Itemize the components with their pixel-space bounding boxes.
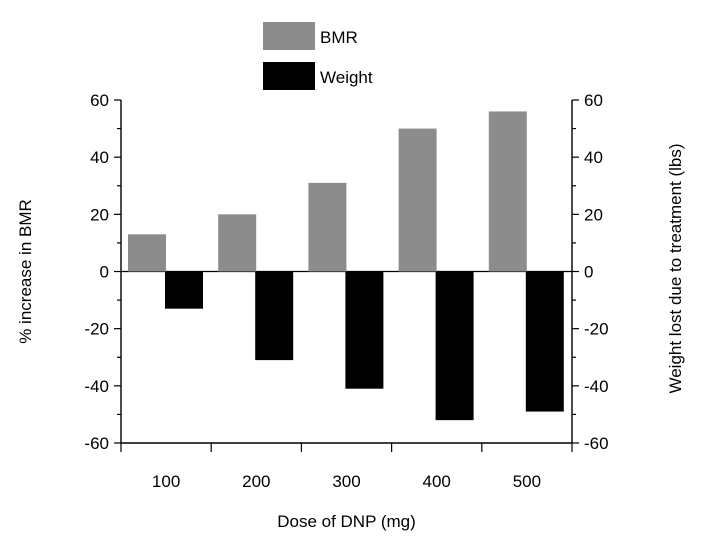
x-tick-label: 300 xyxy=(332,472,360,491)
y-tick-label-right: 40 xyxy=(584,148,603,167)
bars xyxy=(128,111,564,421)
y-tick-label-right: 20 xyxy=(584,205,603,224)
y-tick-label-left: -60 xyxy=(84,434,109,453)
y-tick-label-left: 60 xyxy=(90,91,109,110)
bar-weight-100 xyxy=(165,271,203,309)
bar-bmr-500 xyxy=(488,111,527,272)
bar-bmr-300 xyxy=(308,182,347,272)
y-tick-label-right: 0 xyxy=(584,263,593,282)
legend-swatch-weight xyxy=(263,62,315,90)
bar-weight-500 xyxy=(525,271,564,412)
y-axis-title-left: % increase in BMR xyxy=(16,199,35,344)
bar-bmr-100 xyxy=(128,234,166,272)
y-tick-label-left: -40 xyxy=(84,377,109,396)
y-tick-label-right: -60 xyxy=(584,434,609,453)
y-tick-label-right: -40 xyxy=(584,377,609,396)
x-tick-label: 200 xyxy=(242,472,270,491)
x-tick-label: 400 xyxy=(423,472,451,491)
bar-bmr-400 xyxy=(398,128,437,272)
bar-bmr-200 xyxy=(218,214,257,272)
y-tick-label-left: -20 xyxy=(84,320,109,339)
y-tick-label-left: 40 xyxy=(90,148,109,167)
legend: BMR Weight xyxy=(263,22,373,90)
y-tick-label-left: 20 xyxy=(90,205,109,224)
y-axis-title-right: Weight lost due to treatment (lbs) xyxy=(666,143,685,393)
legend-label-weight: Weight xyxy=(320,68,373,87)
x-axis-title: Dose of DNP (mg) xyxy=(277,512,416,531)
bar-weight-200 xyxy=(255,271,294,361)
bar-weight-300 xyxy=(345,271,384,389)
y-tick-label-right: -20 xyxy=(584,320,609,339)
legend-swatch-bmr xyxy=(263,22,315,50)
y-tick-label-left: 0 xyxy=(100,263,109,282)
y-tick-label-right: 60 xyxy=(584,91,603,110)
x-tick-label: 500 xyxy=(513,472,541,491)
x-tick-label: 100 xyxy=(152,472,180,491)
bar-weight-400 xyxy=(435,271,474,421)
legend-label-bmr: BMR xyxy=(320,28,358,47)
